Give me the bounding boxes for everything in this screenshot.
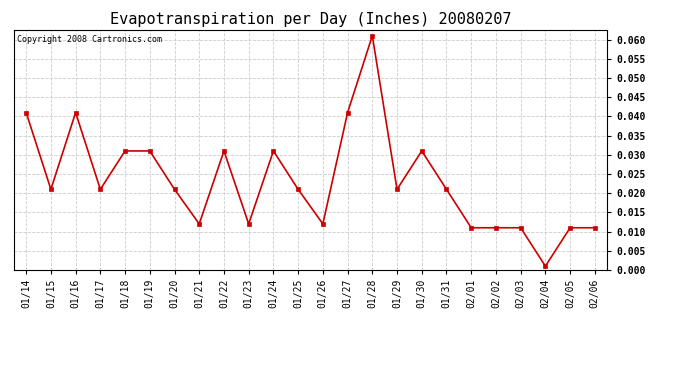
Text: Copyright 2008 Cartronics.com: Copyright 2008 Cartronics.com — [17, 35, 161, 44]
Title: Evapotranspiration per Day (Inches) 20080207: Evapotranspiration per Day (Inches) 2008… — [110, 12, 511, 27]
